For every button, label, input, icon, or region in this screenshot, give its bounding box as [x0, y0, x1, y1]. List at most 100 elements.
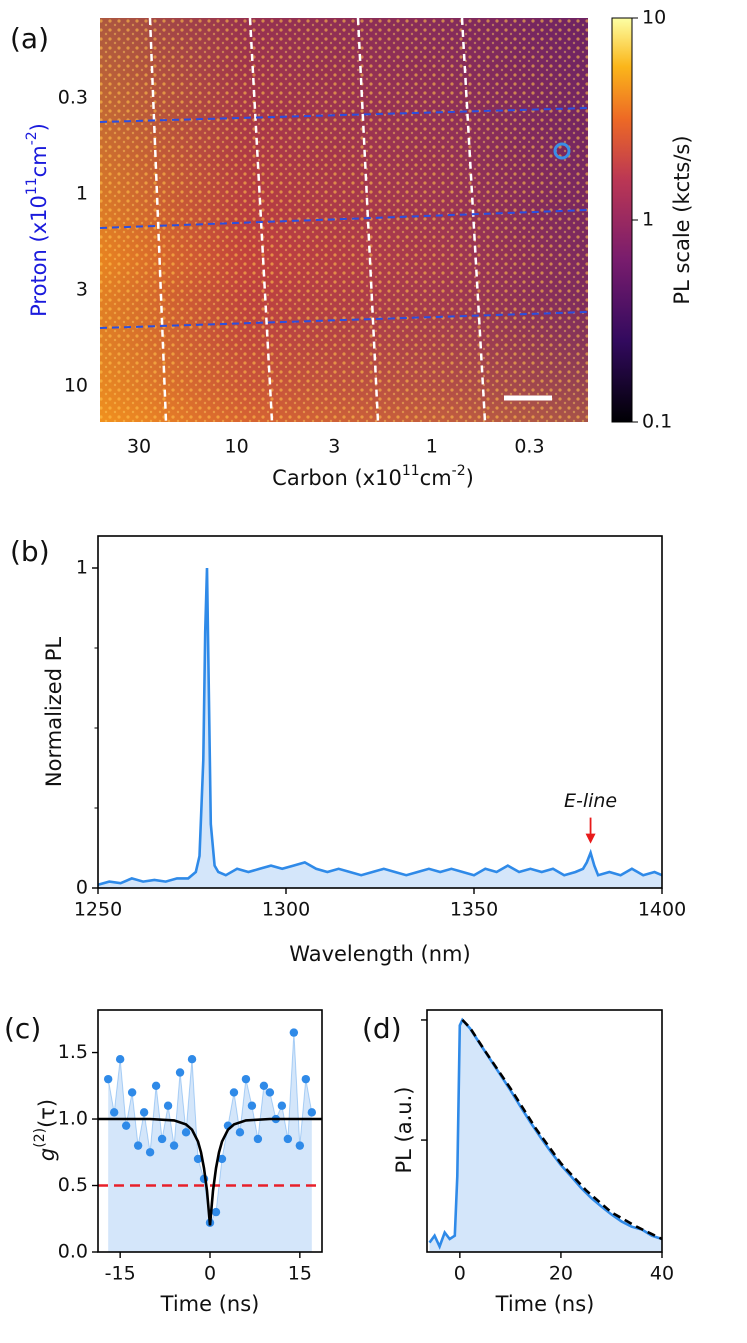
colorbar-tick-label: 10	[642, 7, 666, 29]
point	[157, 1134, 167, 1144]
x-tick-label: 40	[650, 1263, 674, 1285]
y-axis-label: g(2)(τ)	[32, 1099, 59, 1161]
x-axis-label: Time (ns)	[495, 1292, 595, 1316]
point	[175, 1068, 185, 1077]
y-axis-label-part: (τ)	[35, 1099, 59, 1128]
panel-label: (d)	[362, 1012, 402, 1045]
point	[211, 1207, 221, 1217]
x-tick-label: 0.3	[514, 436, 544, 458]
point	[169, 1141, 179, 1150]
y-axis-label-part: g	[35, 1148, 59, 1161]
y-axis-label-part: Proton (x10	[27, 195, 51, 317]
point	[253, 1134, 263, 1144]
x-tick-label: 1250	[74, 899, 122, 921]
x-tick-label: 20	[549, 1263, 573, 1285]
point	[163, 1101, 173, 1110]
x-tick-label: 0	[454, 1263, 466, 1285]
annotation-arrowhead	[585, 833, 596, 844]
point	[295, 1141, 305, 1150]
x-axis-label-part: cm	[420, 466, 452, 490]
y-tick-label: 1	[76, 183, 88, 205]
point	[235, 1128, 245, 1137]
y-tick-label: 1.0	[58, 1108, 88, 1130]
x-axis-label-part: 11	[402, 463, 420, 479]
heatmap-image	[99, 17, 589, 423]
plot-area	[428, 1017, 663, 1252]
point	[115, 1054, 125, 1064]
point	[127, 1088, 137, 1097]
x-axis-label-part: )	[466, 466, 474, 490]
colorbar-tick-label: 1	[642, 209, 654, 231]
area	[98, 568, 662, 888]
axes-frame	[97, 535, 663, 889]
point	[307, 1108, 317, 1117]
x-axis-label: Time (ns)	[160, 1292, 260, 1316]
point	[241, 1074, 251, 1084]
x-axis-label: Carbon (x1011cm-2)	[272, 463, 474, 490]
colorbar	[611, 17, 633, 423]
x-axis-label-part: -2	[452, 463, 466, 479]
point	[193, 1154, 203, 1164]
point	[109, 1108, 119, 1117]
point	[301, 1074, 311, 1084]
x-tick-label: 30	[127, 436, 151, 458]
line	[98, 1117, 322, 1226]
panel-label: (a)	[10, 22, 49, 55]
area	[429, 1019, 662, 1252]
point	[289, 1028, 299, 1037]
point	[181, 1128, 191, 1137]
x-tick-label: 10	[225, 436, 249, 458]
y-axis-label: PL (a.u.)	[392, 1087, 416, 1174]
x-tick-label: 1350	[450, 899, 498, 921]
plot-area	[97, 567, 663, 888]
y-tick-label: 0.0	[58, 1241, 88, 1263]
point	[259, 1081, 269, 1090]
point	[265, 1088, 275, 1097]
point	[247, 1101, 257, 1110]
point	[103, 1074, 113, 1084]
panel-label: (c)	[4, 1012, 41, 1045]
x-tick-label: 0	[204, 1263, 216, 1285]
y-tick-label: 0	[76, 877, 88, 899]
y-tick-label: 1	[76, 557, 88, 579]
point	[139, 1108, 149, 1117]
colorbar-tick-label: 0.1	[642, 411, 672, 433]
x-axis-label: Wavelength (nm)	[289, 942, 470, 966]
x-axis-label-part: Carbon (x10	[272, 466, 402, 490]
axes-frame	[426, 1009, 663, 1253]
y-axis-label-part: )	[27, 123, 51, 131]
y-axis-label-part: (2)	[32, 1128, 48, 1148]
x-tick-label: 3	[328, 436, 340, 458]
y-tick-label: 0.5	[58, 1174, 88, 1196]
point	[217, 1154, 227, 1164]
y-axis-label-part: 11	[24, 177, 40, 195]
x-tick-label: 1300	[262, 899, 310, 921]
point	[283, 1134, 293, 1144]
y-tick-label: 1.5	[58, 1041, 88, 1063]
y-axis-label-part: cm	[27, 145, 51, 177]
point	[187, 1054, 197, 1064]
point	[151, 1081, 161, 1090]
x-tick-label: -15	[105, 1263, 136, 1285]
point	[121, 1121, 131, 1130]
point	[145, 1148, 155, 1157]
y-axis-label: Proton (x1011cm-2)	[24, 123, 51, 317]
x-tick-label: 15	[288, 1263, 312, 1285]
line	[97, 567, 663, 887]
y-axis-label: Normalized PL	[42, 637, 66, 787]
point	[277, 1101, 287, 1110]
point	[229, 1088, 239, 1097]
colorbar-label: PL scale (kcts/s)	[670, 135, 694, 304]
x-tick-label: 1	[426, 436, 438, 458]
panel-label: (b)	[10, 535, 50, 568]
point	[133, 1141, 143, 1150]
y-tick-label: 3	[76, 279, 88, 301]
y-axis-label-part: -2	[24, 131, 40, 145]
area	[108, 1032, 312, 1252]
y-tick-label: 0.3	[58, 87, 88, 109]
annotation: E-line	[564, 790, 617, 812]
x-tick-label: 1400	[638, 899, 686, 921]
plot-area	[98, 1028, 322, 1252]
